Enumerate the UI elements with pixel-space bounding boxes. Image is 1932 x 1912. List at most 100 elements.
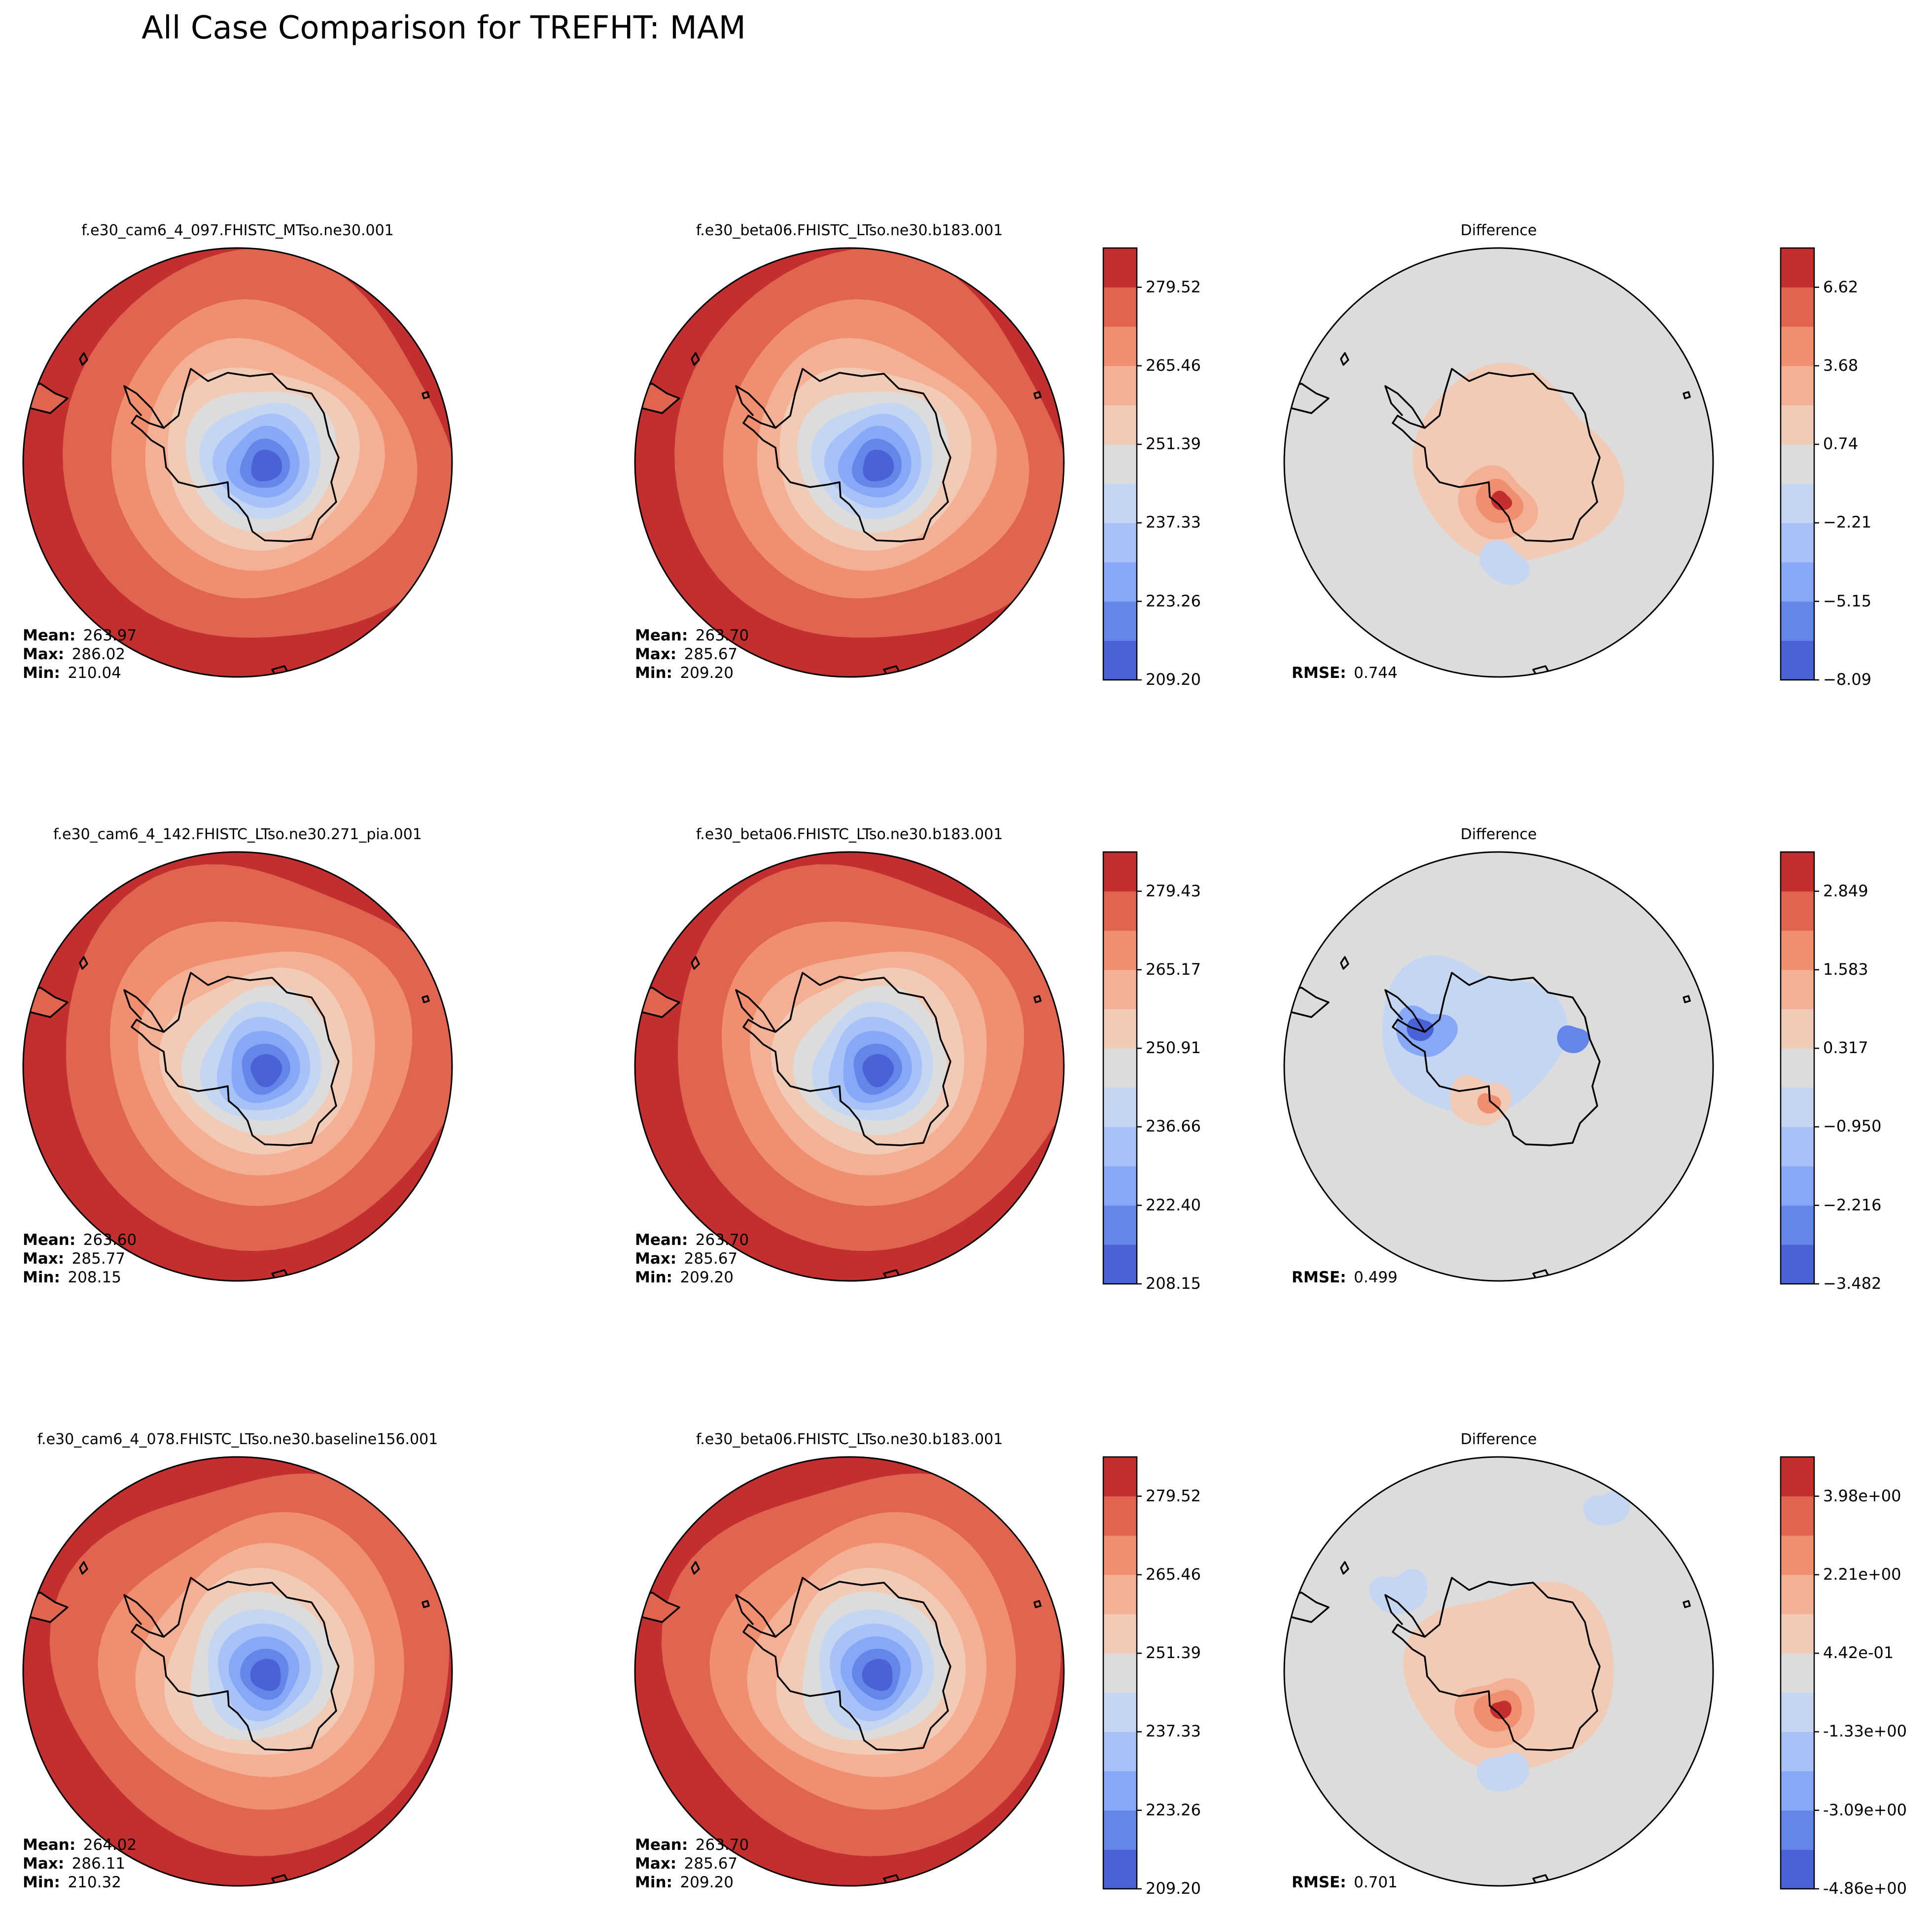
stat-mean: Mean: 263.70 bbox=[635, 1231, 749, 1249]
stat-min: Min: 208.15 bbox=[23, 1268, 137, 1287]
stat-min-label: Min: bbox=[23, 1874, 60, 1891]
island-coastline bbox=[1033, 995, 1042, 1003]
colorbar-band bbox=[1781, 930, 1814, 970]
island-coastline bbox=[1683, 995, 1691, 1003]
colorbar-band bbox=[1103, 483, 1137, 523]
colorbar-band bbox=[1103, 852, 1137, 892]
colorbar-tick-label: −3.482 bbox=[1823, 1274, 1882, 1293]
stat-mean-value: 263.97 bbox=[75, 627, 137, 644]
field-colorbar-row1 bbox=[1102, 851, 1142, 1285]
colorbar-band bbox=[1781, 523, 1814, 563]
colorbar-band bbox=[1781, 1048, 1814, 1088]
colorbar-tick-label: 265.46 bbox=[1146, 1564, 1201, 1584]
colorbar-band bbox=[1781, 1205, 1814, 1245]
antarctica-coastline bbox=[1392, 368, 1601, 542]
test-panel-title: f.e30_cam6_4_078.FHISTC_LTso.ne30.baseli… bbox=[37, 1431, 438, 1448]
rmse-stat: RMSE: 0.499 bbox=[1292, 1268, 1398, 1287]
colorbar-band bbox=[1103, 365, 1137, 406]
contour-band bbox=[1490, 1700, 1512, 1719]
colorbar-band bbox=[1103, 1127, 1137, 1167]
colorbar-tick-label: 223.26 bbox=[1146, 591, 1201, 610]
peninsula-coastline bbox=[735, 989, 776, 1032]
reference-stats: Mean: 263.70 Max: 285.67 Min: 209.20 bbox=[635, 1836, 749, 1892]
stat-mean-value: 264.02 bbox=[75, 1836, 137, 1854]
colorbar-tick-label: 236.66 bbox=[1146, 1117, 1201, 1136]
peninsula-coastline bbox=[123, 1594, 165, 1637]
stat-mean-label: Mean: bbox=[23, 1836, 76, 1854]
colorbar-band bbox=[1781, 1810, 1814, 1850]
colorbar-band bbox=[1103, 1009, 1137, 1049]
stat-min-value: 210.32 bbox=[60, 1874, 121, 1891]
stat-max: Max: 285.67 bbox=[635, 1249, 749, 1268]
field-colorbar-row2 bbox=[1102, 1456, 1142, 1890]
rmse-value: 0.701 bbox=[1346, 1874, 1398, 1891]
colorbar-tick-label: 4.42e-01 bbox=[1823, 1643, 1894, 1663]
colorbar-band bbox=[1103, 969, 1137, 1010]
rmse-stat: RMSE: 0.701 bbox=[1292, 1873, 1398, 1892]
colorbar-tick-label: 279.52 bbox=[1146, 277, 1201, 296]
colorbar-band bbox=[1103, 1653, 1137, 1693]
stat-max-label: Max: bbox=[635, 1855, 677, 1873]
difference-map-row0 bbox=[1283, 247, 1714, 678]
colorbar-band bbox=[1781, 1849, 1814, 1889]
stat-mean-label: Mean: bbox=[23, 627, 76, 644]
map-frame bbox=[634, 1456, 1065, 1887]
stat-max-value: 286.11 bbox=[64, 1855, 126, 1873]
contour-band bbox=[862, 1659, 893, 1691]
colorbar-tick-label: 6.62 bbox=[1823, 277, 1859, 296]
contour-band bbox=[1403, 1582, 1614, 1771]
map-frame bbox=[634, 851, 1065, 1282]
map-frame bbox=[1283, 247, 1714, 678]
island-coastline bbox=[1033, 1600, 1042, 1608]
antarctica-coastline bbox=[1392, 1577, 1601, 1751]
contour-band bbox=[1369, 1569, 1428, 1615]
colorbar-band bbox=[1781, 1127, 1814, 1167]
antarctica-coastline bbox=[742, 368, 951, 542]
colorbar-band bbox=[1781, 1087, 1814, 1127]
colorbar-band bbox=[1103, 523, 1137, 563]
colorbar-band bbox=[1103, 1849, 1137, 1889]
contour-band bbox=[1491, 491, 1512, 510]
island-coastline bbox=[422, 1600, 430, 1608]
stat-mean-label: Mean: bbox=[635, 1836, 688, 1854]
colorbar-band bbox=[1103, 1048, 1137, 1088]
test-stats: Mean: 263.60 Max: 285.77 Min: 208.15 bbox=[23, 1231, 137, 1287]
difference-colorbar-row0 bbox=[1780, 247, 1819, 681]
stat-mean-label: Mean: bbox=[635, 627, 688, 644]
reference-panel-title: f.e30_beta06.FHISTC_LTso.ne30.b183.001 bbox=[696, 1431, 1003, 1448]
stat-min: Min: 210.32 bbox=[23, 1873, 137, 1892]
reference-stats: Mean: 263.70 Max: 285.67 Min: 209.20 bbox=[635, 1231, 749, 1287]
test-map-row2 bbox=[22, 1456, 453, 1887]
rmse-value: 0.499 bbox=[1346, 1269, 1398, 1286]
colorbar-band bbox=[1103, 1810, 1137, 1850]
stat-min-label: Min: bbox=[23, 1269, 60, 1286]
colorbar-band bbox=[1781, 969, 1814, 1010]
colorbar-band bbox=[1103, 1692, 1137, 1732]
colorbar-frame bbox=[1102, 247, 1138, 681]
difference-colorbar-row2 bbox=[1780, 1456, 1819, 1890]
test-panel-title: f.e30_cam6_4_097.FHISTC_MTso.ne30.001 bbox=[81, 222, 394, 239]
test-stats: Mean: 264.02 Max: 286.11 Min: 210.32 bbox=[23, 1836, 137, 1892]
peninsula-coastline bbox=[735, 385, 776, 428]
test-map-row1 bbox=[22, 851, 453, 1282]
island-coastline bbox=[1340, 1561, 1349, 1575]
colorbar-frame bbox=[1780, 1456, 1815, 1890]
stat-min: Min: 209.20 bbox=[635, 1268, 749, 1287]
rmse-value: 0.744 bbox=[1346, 664, 1398, 682]
stat-mean-label: Mean: bbox=[635, 1231, 688, 1249]
colorbar-band bbox=[1781, 1496, 1814, 1536]
colorbar-tick-label: 250.91 bbox=[1146, 1038, 1201, 1058]
peninsula-coastline bbox=[123, 385, 165, 428]
colorbar-band bbox=[1781, 1535, 1814, 1575]
colorbar-band bbox=[1103, 287, 1137, 327]
colorbar-band bbox=[1781, 405, 1814, 445]
peninsula-coastline bbox=[1384, 385, 1426, 428]
stat-max: Max: 285.67 bbox=[635, 645, 749, 664]
colorbar-tick-label: 2.849 bbox=[1823, 881, 1868, 900]
colorbar-tick-label: 0.317 bbox=[1823, 1038, 1868, 1058]
reference-map-row2 bbox=[634, 1456, 1065, 1887]
stat-max-value: 285.77 bbox=[64, 1250, 126, 1268]
stat-max: Max: 286.11 bbox=[23, 1854, 137, 1873]
colorbar-band bbox=[1781, 1692, 1814, 1732]
